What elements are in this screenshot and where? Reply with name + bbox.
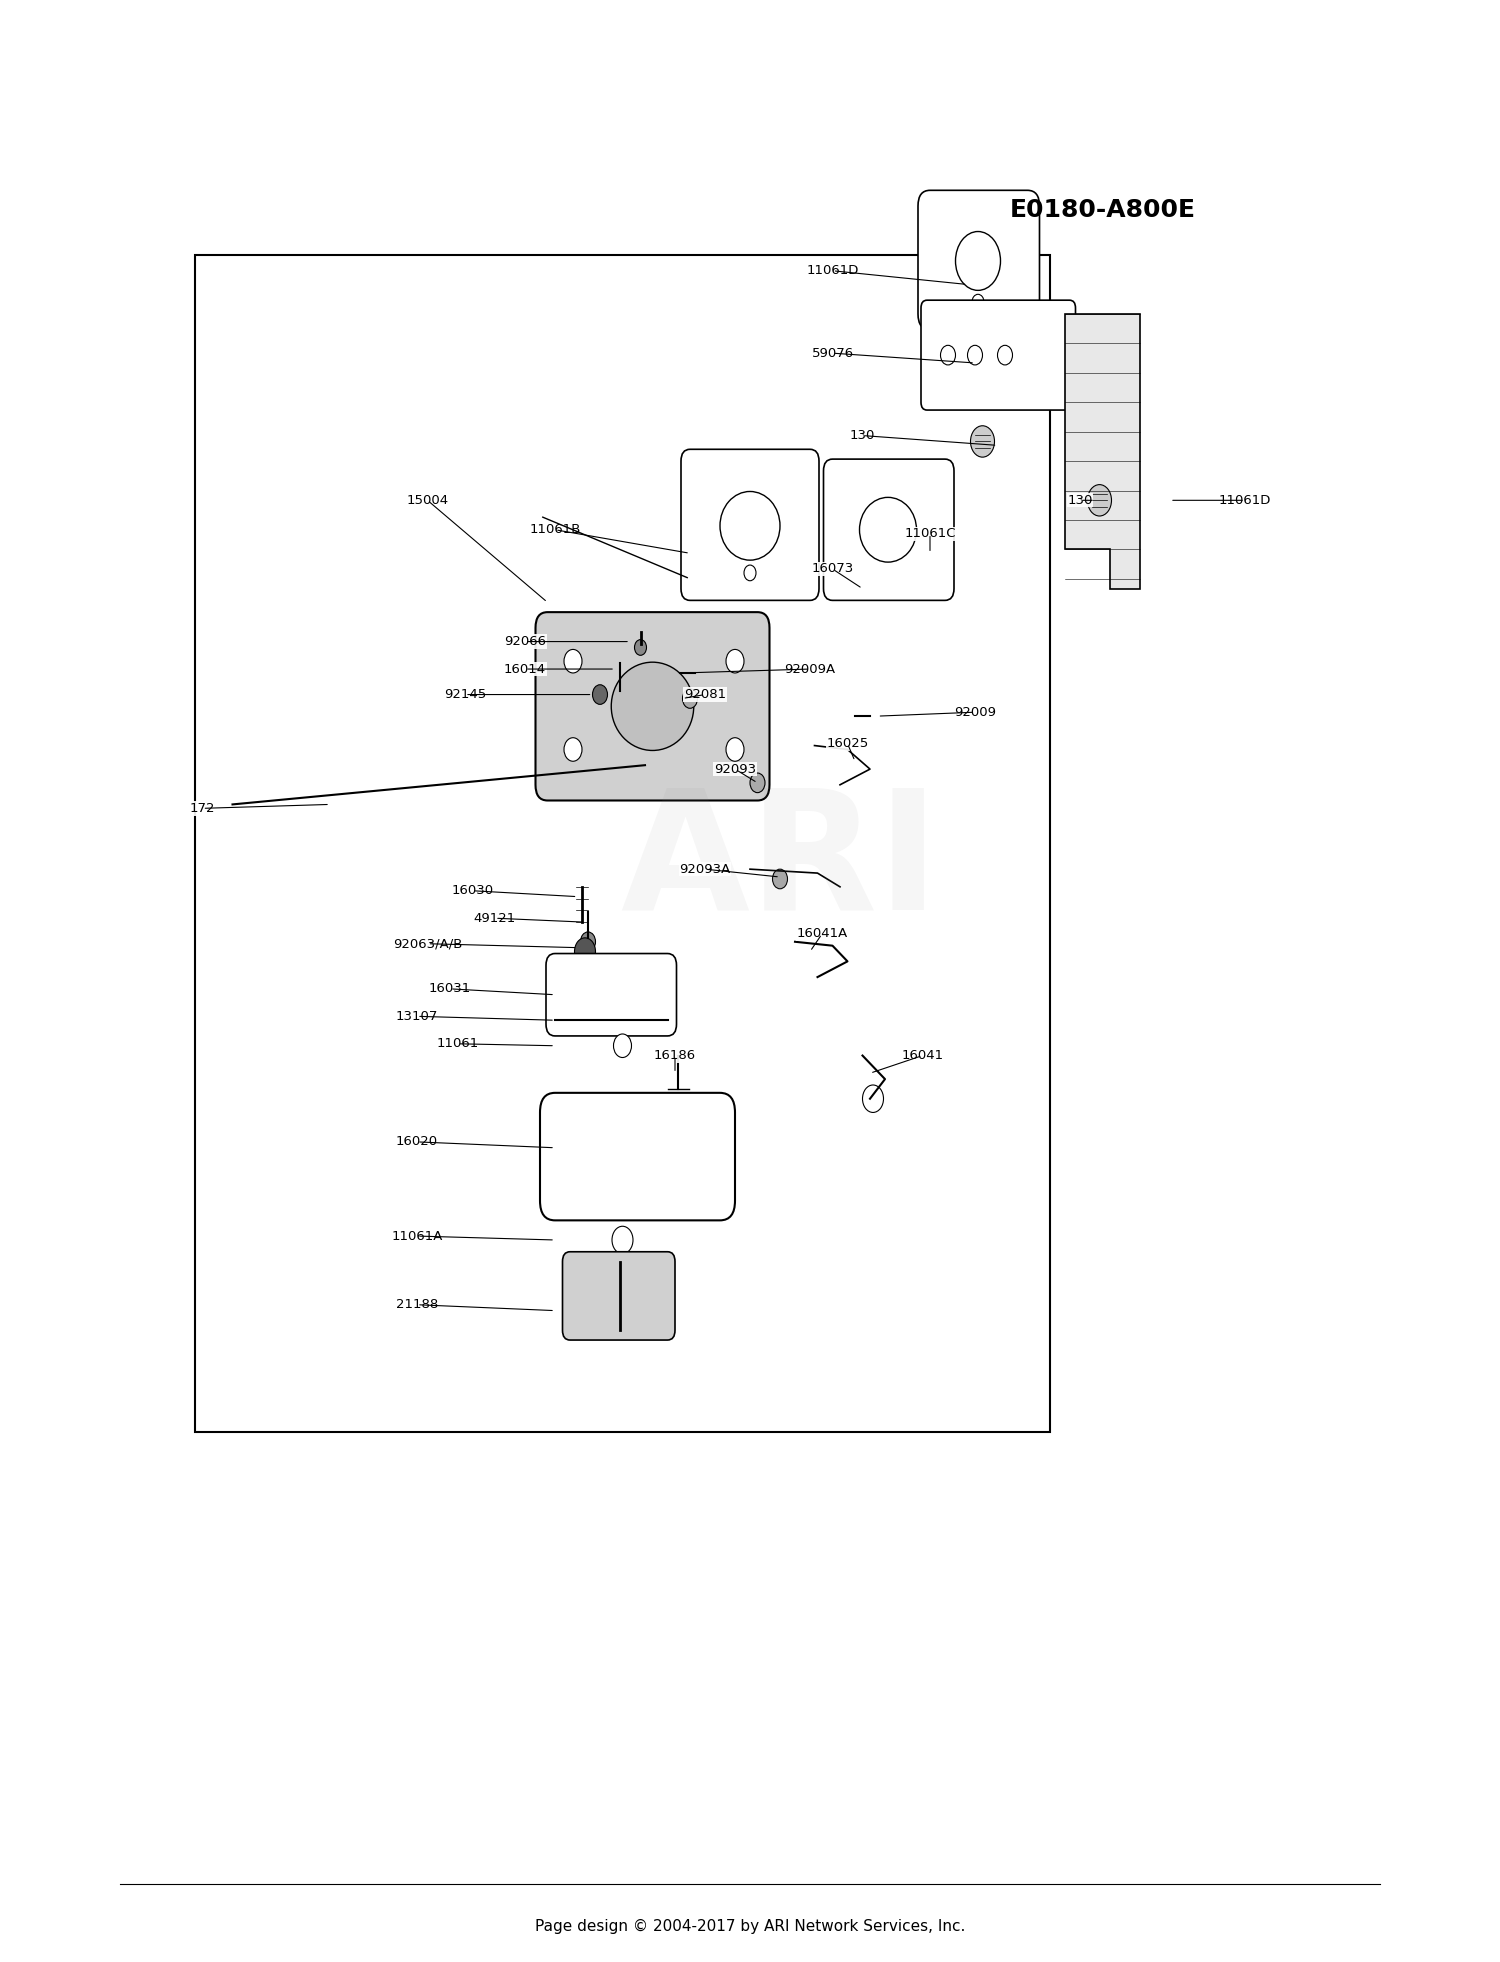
FancyBboxPatch shape <box>681 449 819 600</box>
Text: 11061C: 11061C <box>904 528 956 540</box>
Circle shape <box>726 649 744 673</box>
Circle shape <box>998 345 1012 365</box>
Circle shape <box>592 685 608 704</box>
Text: 92009A: 92009A <box>784 663 836 675</box>
Circle shape <box>744 565 756 581</box>
Text: 130: 130 <box>1068 494 1092 506</box>
Text: Page design © 2004-2017 by ARI Network Services, Inc.: Page design © 2004-2017 by ARI Network S… <box>536 1919 964 1935</box>
FancyBboxPatch shape <box>918 190 1040 330</box>
Text: 59076: 59076 <box>812 347 853 359</box>
Ellipse shape <box>859 496 916 561</box>
FancyBboxPatch shape <box>540 1093 735 1220</box>
Ellipse shape <box>956 232 1000 290</box>
Text: 49121: 49121 <box>474 912 516 924</box>
Text: 92081: 92081 <box>684 689 726 700</box>
Circle shape <box>564 649 582 673</box>
Circle shape <box>634 640 646 655</box>
Text: 11061A: 11061A <box>392 1230 442 1242</box>
FancyBboxPatch shape <box>562 1252 675 1340</box>
Text: 16186: 16186 <box>654 1050 696 1061</box>
Text: 92093A: 92093A <box>680 863 730 875</box>
Text: 16031: 16031 <box>429 983 471 995</box>
Text: 92009: 92009 <box>954 706 996 718</box>
Text: 92066: 92066 <box>504 636 546 647</box>
Circle shape <box>1088 485 1112 516</box>
Text: 11061B: 11061B <box>530 524 580 536</box>
Polygon shape <box>1065 314 1140 589</box>
Circle shape <box>564 738 582 761</box>
Circle shape <box>574 938 596 965</box>
Bar <box>195 255 1050 1432</box>
FancyBboxPatch shape <box>824 459 954 600</box>
Circle shape <box>772 869 788 889</box>
Circle shape <box>940 345 956 365</box>
Text: ARI: ARI <box>621 781 939 946</box>
Text: E0180-A800E: E0180-A800E <box>1010 198 1196 222</box>
Text: 11061D: 11061D <box>1220 494 1270 506</box>
Circle shape <box>614 1034 632 1058</box>
Text: 16041A: 16041A <box>796 928 847 940</box>
Text: 16014: 16014 <box>504 663 546 675</box>
Circle shape <box>970 426 994 457</box>
Text: 92063/A/B: 92063/A/B <box>393 938 462 950</box>
Text: 16073: 16073 <box>812 563 853 575</box>
Circle shape <box>862 1085 883 1112</box>
Ellipse shape <box>720 490 780 561</box>
Text: 16030: 16030 <box>452 885 494 897</box>
FancyBboxPatch shape <box>921 300 1076 410</box>
Ellipse shape <box>612 661 693 749</box>
Circle shape <box>750 773 765 793</box>
Circle shape <box>968 345 982 365</box>
Circle shape <box>972 294 984 310</box>
Text: 11061D: 11061D <box>807 265 858 277</box>
Circle shape <box>726 738 744 761</box>
Circle shape <box>682 689 698 708</box>
Text: 21188: 21188 <box>396 1299 438 1311</box>
Text: 16041: 16041 <box>902 1050 944 1061</box>
Circle shape <box>580 932 596 952</box>
FancyBboxPatch shape <box>546 954 676 1036</box>
Text: 16020: 16020 <box>396 1136 438 1148</box>
Text: 16025: 16025 <box>827 738 868 749</box>
Text: 15004: 15004 <box>406 494 448 506</box>
Text: 11061: 11061 <box>436 1038 478 1050</box>
Text: 130: 130 <box>850 430 874 441</box>
Circle shape <box>612 1226 633 1254</box>
Text: 13107: 13107 <box>396 1010 438 1022</box>
Text: 92145: 92145 <box>444 689 486 700</box>
FancyBboxPatch shape <box>536 612 770 800</box>
Text: 92093: 92093 <box>714 763 756 775</box>
Text: 172: 172 <box>189 802 216 814</box>
